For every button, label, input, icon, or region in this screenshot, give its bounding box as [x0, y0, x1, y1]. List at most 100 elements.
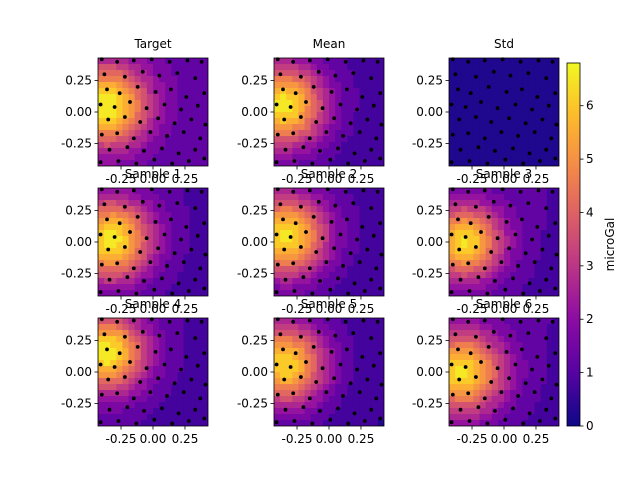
station-point [476, 145, 481, 150]
station-point [507, 376, 511, 381]
station-point [112, 105, 117, 109]
station-point [169, 347, 173, 352]
station-point [291, 391, 296, 396]
station-point [172, 121, 177, 126]
station-point [329, 350, 334, 354]
station-point [449, 232, 454, 237]
station-point [521, 161, 526, 166]
station-point [135, 85, 140, 89]
station-point [107, 277, 112, 282]
station-point [189, 377, 194, 382]
station-point [318, 149, 322, 153]
station-point [378, 91, 383, 96]
y-tick-label: 0.00 [65, 235, 92, 249]
station-point [299, 204, 303, 209]
station-point [476, 275, 481, 280]
station-point [348, 251, 353, 256]
station-point [116, 289, 121, 293]
station-point [361, 188, 366, 193]
station-point [466, 319, 471, 324]
y-tick-label: -0.25 [412, 396, 443, 410]
station-point [491, 69, 496, 74]
station-point [333, 333, 338, 338]
station-point [203, 382, 208, 387]
station-point [283, 277, 288, 282]
station-point [128, 100, 132, 104]
station-point [278, 202, 283, 207]
station-point [523, 381, 528, 386]
colorbar-scale [566, 62, 581, 427]
station-point [362, 159, 367, 163]
station-point [99, 132, 104, 137]
station-point [491, 329, 496, 334]
station-point [123, 245, 127, 249]
station-point [184, 225, 189, 229]
station-point [521, 291, 526, 296]
station-point [453, 72, 458, 77]
station-point [123, 334, 127, 339]
station-point [299, 375, 303, 379]
station-point [503, 157, 508, 162]
station-point [175, 331, 180, 335]
station-point [138, 380, 143, 384]
station-point [329, 220, 334, 224]
station-point [115, 261, 120, 266]
x-tick-label: -0.25 [281, 302, 312, 316]
station-point [115, 391, 120, 396]
x-tick-label: 0.25 [172, 302, 199, 316]
y-tick-label: 0.00 [241, 105, 268, 119]
station-point [152, 157, 157, 162]
station-point [179, 237, 184, 242]
station-point [329, 90, 334, 94]
station-point [193, 336, 198, 340]
y-tick-label: 0.25 [416, 74, 443, 88]
station-point [507, 116, 511, 121]
x-tick-label: -0.25 [105, 432, 136, 446]
station-point [453, 332, 458, 337]
station-point [371, 233, 376, 238]
station-point [361, 58, 366, 63]
station-point [138, 120, 143, 124]
station-point [311, 215, 316, 219]
station-point [352, 281, 357, 286]
station-point [299, 245, 303, 249]
y-tick-label: 0.25 [241, 334, 268, 348]
station-point [112, 365, 117, 369]
station-point [527, 281, 532, 286]
station-point [105, 347, 109, 352]
station-point [489, 250, 494, 254]
station-point [499, 260, 504, 264]
y-tick-label: -0.25 [237, 136, 268, 150]
station-point [107, 407, 112, 412]
station-point [181, 130, 186, 135]
station-point [307, 188, 312, 193]
station-point [170, 421, 175, 426]
station-point [98, 102, 103, 107]
station-point [199, 189, 204, 194]
station-point [172, 251, 177, 256]
y-tick-label: 0.00 [241, 365, 268, 379]
station-point [288, 105, 293, 109]
station-point [135, 215, 140, 219]
station-point [352, 151, 357, 156]
station-point [314, 120, 319, 124]
station-point [116, 419, 121, 423]
station-point [371, 363, 376, 368]
station-point [332, 116, 336, 121]
station-point [503, 417, 508, 422]
x-tick-label: -0.25 [281, 172, 312, 186]
y-tick-label: -0.25 [61, 396, 92, 410]
station-point [526, 71, 531, 75]
station-point [283, 147, 288, 152]
station-point [336, 406, 340, 411]
station-point [99, 392, 104, 397]
station-point [554, 252, 559, 257]
station-point [357, 260, 362, 264]
station-point [369, 147, 374, 152]
station-point [456, 217, 460, 222]
station-point [450, 262, 455, 267]
station-point [328, 417, 333, 422]
station-point [474, 375, 478, 379]
station-point [107, 147, 112, 152]
station-point [468, 91, 473, 96]
